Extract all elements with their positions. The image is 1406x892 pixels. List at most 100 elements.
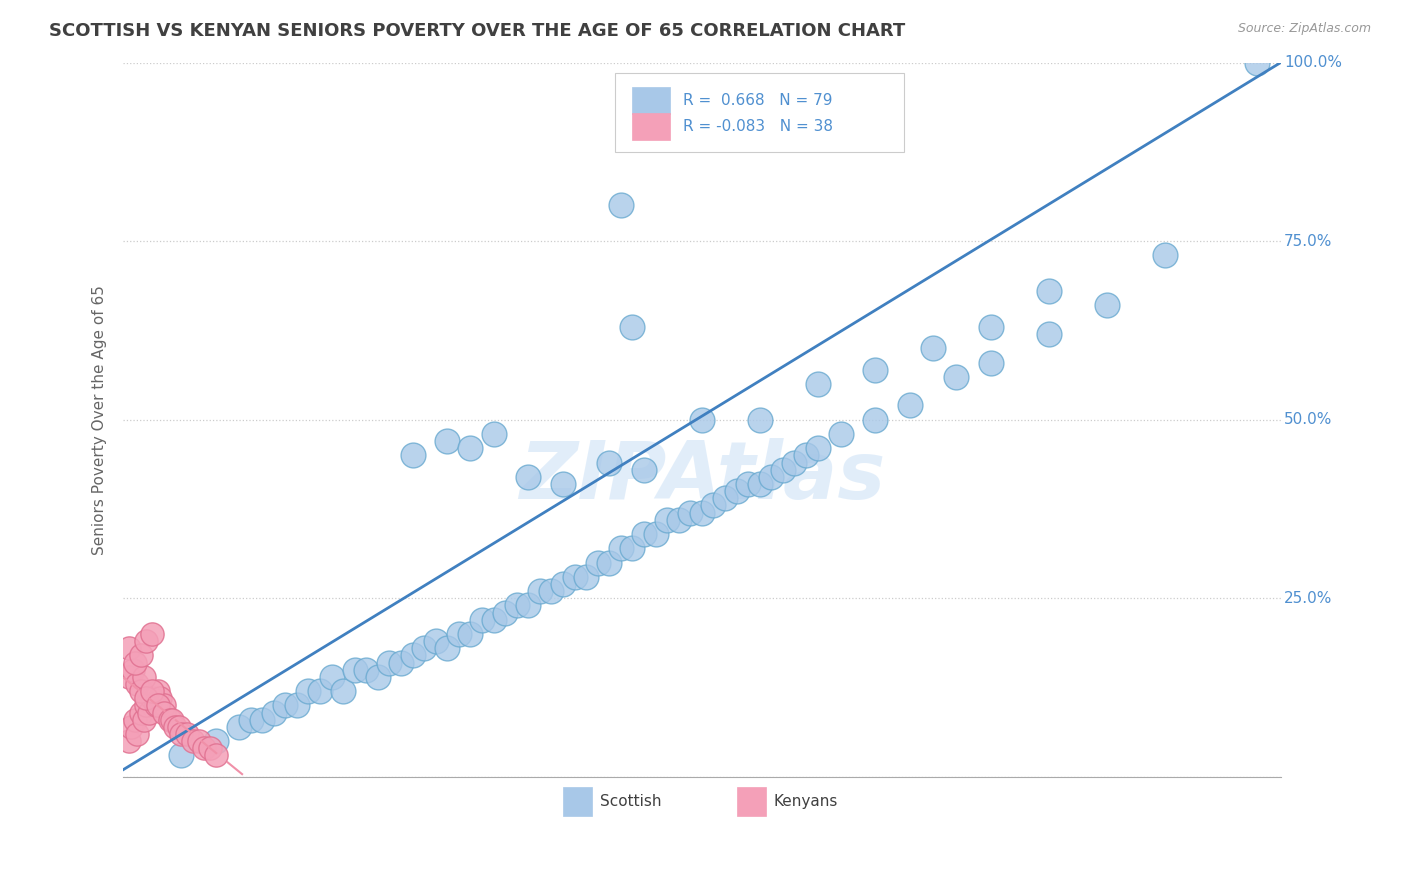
Point <box>657 513 679 527</box>
Point <box>165 720 187 734</box>
Point <box>1246 55 1268 70</box>
Point <box>761 470 783 484</box>
Point <box>228 720 250 734</box>
Point <box>725 484 748 499</box>
Point <box>980 319 1002 334</box>
Point <box>124 656 146 670</box>
Point <box>170 748 193 763</box>
Point <box>529 584 551 599</box>
Point <box>153 706 176 720</box>
Point <box>198 741 221 756</box>
Point <box>263 706 285 720</box>
FancyBboxPatch shape <box>614 73 904 152</box>
Point <box>124 713 146 727</box>
Point <box>160 713 183 727</box>
Point <box>668 513 690 527</box>
Point <box>598 456 620 470</box>
Point <box>1038 326 1060 341</box>
Point <box>118 734 141 748</box>
Y-axis label: Seniors Poverty Over the Age of 65: Seniors Poverty Over the Age of 65 <box>93 285 107 555</box>
Point <box>737 477 759 491</box>
Point <box>633 527 655 541</box>
Point <box>460 627 482 641</box>
Point <box>129 706 152 720</box>
Point <box>159 713 181 727</box>
Point <box>807 442 830 456</box>
Point <box>274 698 297 713</box>
Point <box>181 734 204 748</box>
Point <box>633 463 655 477</box>
Text: 75.0%: 75.0% <box>1284 234 1333 249</box>
Text: R =  0.668   N = 79: R = 0.668 N = 79 <box>683 93 832 108</box>
Point <box>575 570 598 584</box>
Point <box>250 713 273 727</box>
Point <box>598 556 620 570</box>
Point <box>297 684 319 698</box>
Point <box>118 641 141 656</box>
Point <box>141 691 163 706</box>
Point <box>118 670 141 684</box>
Point <box>135 691 157 706</box>
Point <box>690 506 713 520</box>
Point <box>644 527 666 541</box>
Point <box>401 648 423 663</box>
Point <box>389 656 412 670</box>
Text: 50.0%: 50.0% <box>1284 412 1333 427</box>
Point <box>586 556 609 570</box>
Point <box>127 677 149 691</box>
Point <box>135 698 157 713</box>
Point <box>830 427 852 442</box>
Point <box>138 706 160 720</box>
Point <box>494 606 516 620</box>
Text: Source: ZipAtlas.com: Source: ZipAtlas.com <box>1237 22 1371 36</box>
Point <box>794 449 817 463</box>
Point <box>564 570 586 584</box>
Point <box>1153 248 1175 262</box>
Point <box>517 599 540 613</box>
Point <box>679 506 702 520</box>
Point <box>378 656 401 670</box>
Point <box>748 477 770 491</box>
Point <box>170 727 193 741</box>
Text: 100.0%: 100.0% <box>1284 55 1341 70</box>
Point <box>121 663 143 677</box>
Point <box>425 634 447 648</box>
Point <box>772 463 794 477</box>
Point <box>748 413 770 427</box>
Bar <box>737 788 765 816</box>
Point <box>239 713 262 727</box>
Point <box>120 720 142 734</box>
Point <box>135 634 157 648</box>
Point <box>134 713 156 727</box>
Bar <box>633 112 669 140</box>
Point <box>149 691 172 706</box>
Point <box>865 413 887 427</box>
Point <box>551 477 574 491</box>
Point <box>193 741 215 756</box>
Point <box>343 663 366 677</box>
Point <box>807 376 830 391</box>
Point <box>321 670 343 684</box>
Point <box>865 362 887 376</box>
Point <box>367 670 389 684</box>
Point <box>436 434 458 449</box>
Point <box>401 449 423 463</box>
Text: SCOTTISH VS KENYAN SENIORS POVERTY OVER THE AGE OF 65 CORRELATION CHART: SCOTTISH VS KENYAN SENIORS POVERTY OVER … <box>49 22 905 40</box>
Point <box>702 499 724 513</box>
Point <box>309 684 332 698</box>
Point <box>129 648 152 663</box>
Point <box>145 698 167 713</box>
Point <box>187 734 209 748</box>
Point <box>517 470 540 484</box>
Text: Kenyans: Kenyans <box>773 794 838 809</box>
Point <box>482 427 505 442</box>
Point <box>332 684 354 698</box>
Point <box>436 641 458 656</box>
Point <box>153 698 176 713</box>
Point <box>356 663 378 677</box>
Point <box>898 399 921 413</box>
Point <box>167 720 190 734</box>
Point <box>129 684 152 698</box>
Point <box>141 627 163 641</box>
Point <box>134 670 156 684</box>
